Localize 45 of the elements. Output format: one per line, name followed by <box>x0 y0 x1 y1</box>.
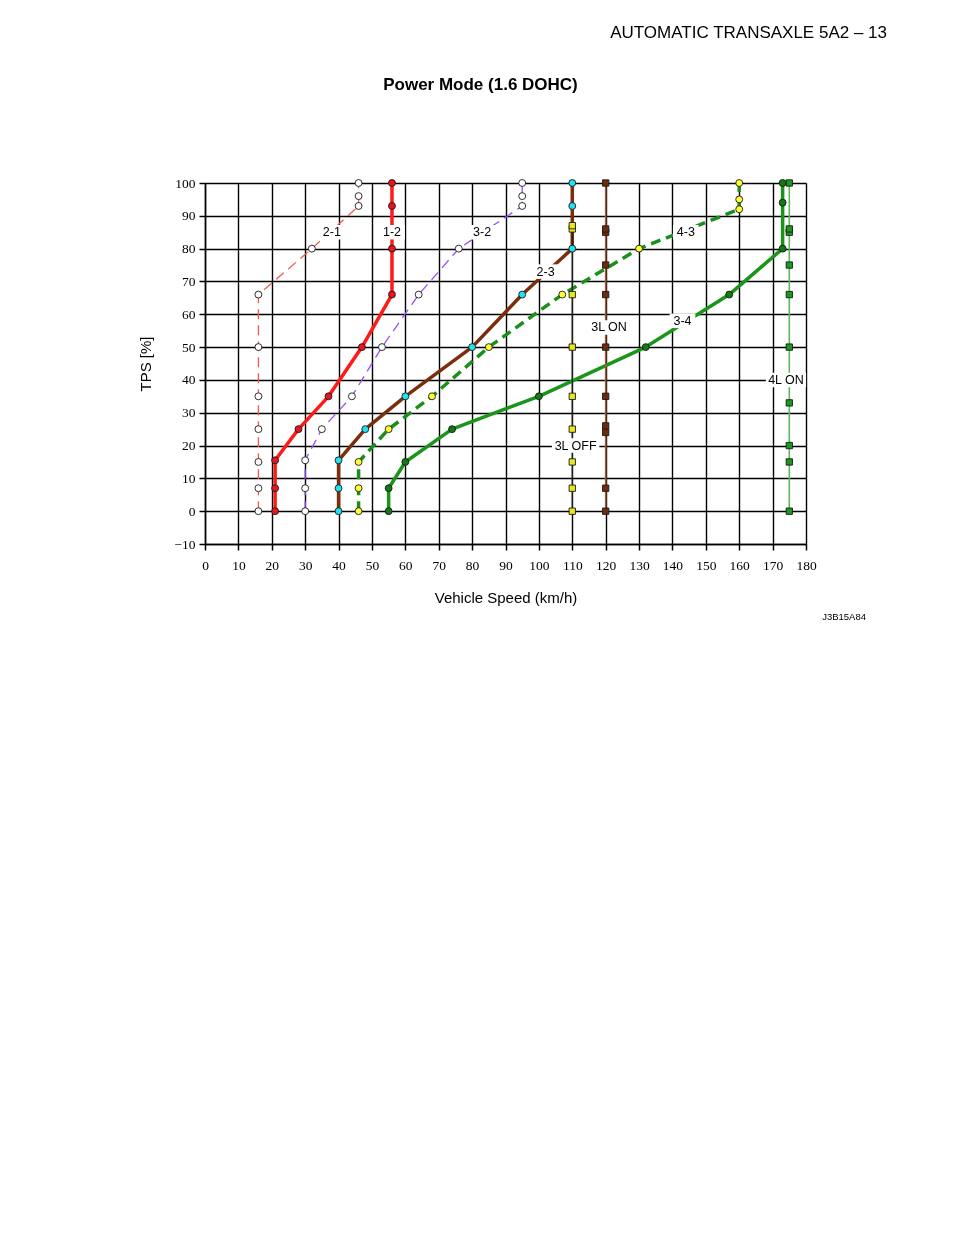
x-tick-label: 150 <box>696 557 717 573</box>
y-axis-title: TPS [%] <box>137 336 155 392</box>
x-tick-label: 70 <box>432 557 447 573</box>
x-tick-label: 180 <box>796 557 817 573</box>
y-tick-label: 50 <box>182 339 196 355</box>
x-tick-label: 90 <box>499 557 513 573</box>
annotation: 3L ON <box>591 320 627 335</box>
y-tick-label: 100 <box>175 175 196 191</box>
x-tick-label: 80 <box>465 557 480 573</box>
x-tick-label: 110 <box>562 557 583 573</box>
x-tick-label: 100 <box>529 557 550 573</box>
annotation: 4L ON <box>768 372 804 387</box>
x-tick-label: 120 <box>596 557 617 573</box>
x-tick-label: 0 <box>202 557 210 573</box>
y-tick-label: 90 <box>182 208 196 224</box>
x-tick-label: 40 <box>332 557 347 573</box>
annotation: 3-2 <box>473 225 492 240</box>
y-tick-label: 10 <box>182 470 196 486</box>
x-tick-label: 10 <box>232 557 246 573</box>
x-tick-label: 60 <box>399 557 413 573</box>
x-axis-title: Vehicle Speed (km/h) <box>434 589 578 606</box>
y-tick-label: 30 <box>182 405 196 421</box>
text: J3B15A84 <box>822 611 866 622</box>
x-tick-label: 130 <box>629 557 650 573</box>
x-tick-label: 30 <box>298 557 313 573</box>
y-tick-label: 80 <box>182 241 196 257</box>
y-tick-label: −10 <box>174 536 196 552</box>
chart-title: Power Mode (1.6 DOHC) <box>383 75 578 94</box>
x-tick-label: 140 <box>662 557 684 573</box>
text: AUTOMATIC TRANSAXLE 5A2 – 13 <box>610 23 887 42</box>
annotation: 2-1 <box>322 225 341 240</box>
x-tick-label: 20 <box>265 557 280 573</box>
y-tick-label: 40 <box>182 372 196 388</box>
annotation: 2-3 <box>536 264 555 279</box>
annotation: 4-3 <box>676 225 695 240</box>
y-tick-label: 20 <box>182 438 196 454</box>
annotation: 1-2 <box>382 225 402 240</box>
x-tick-label: 160 <box>729 557 751 573</box>
annotation: 3L OFF <box>554 438 597 453</box>
y-tick-label: 0 <box>188 503 196 519</box>
annotation: 3-4 <box>673 313 692 328</box>
x-tick-label: 170 <box>762 557 784 573</box>
x-tick-label: 50 <box>365 557 380 573</box>
y-tick-label: 70 <box>182 273 196 289</box>
y-tick-label: 60 <box>182 306 196 322</box>
